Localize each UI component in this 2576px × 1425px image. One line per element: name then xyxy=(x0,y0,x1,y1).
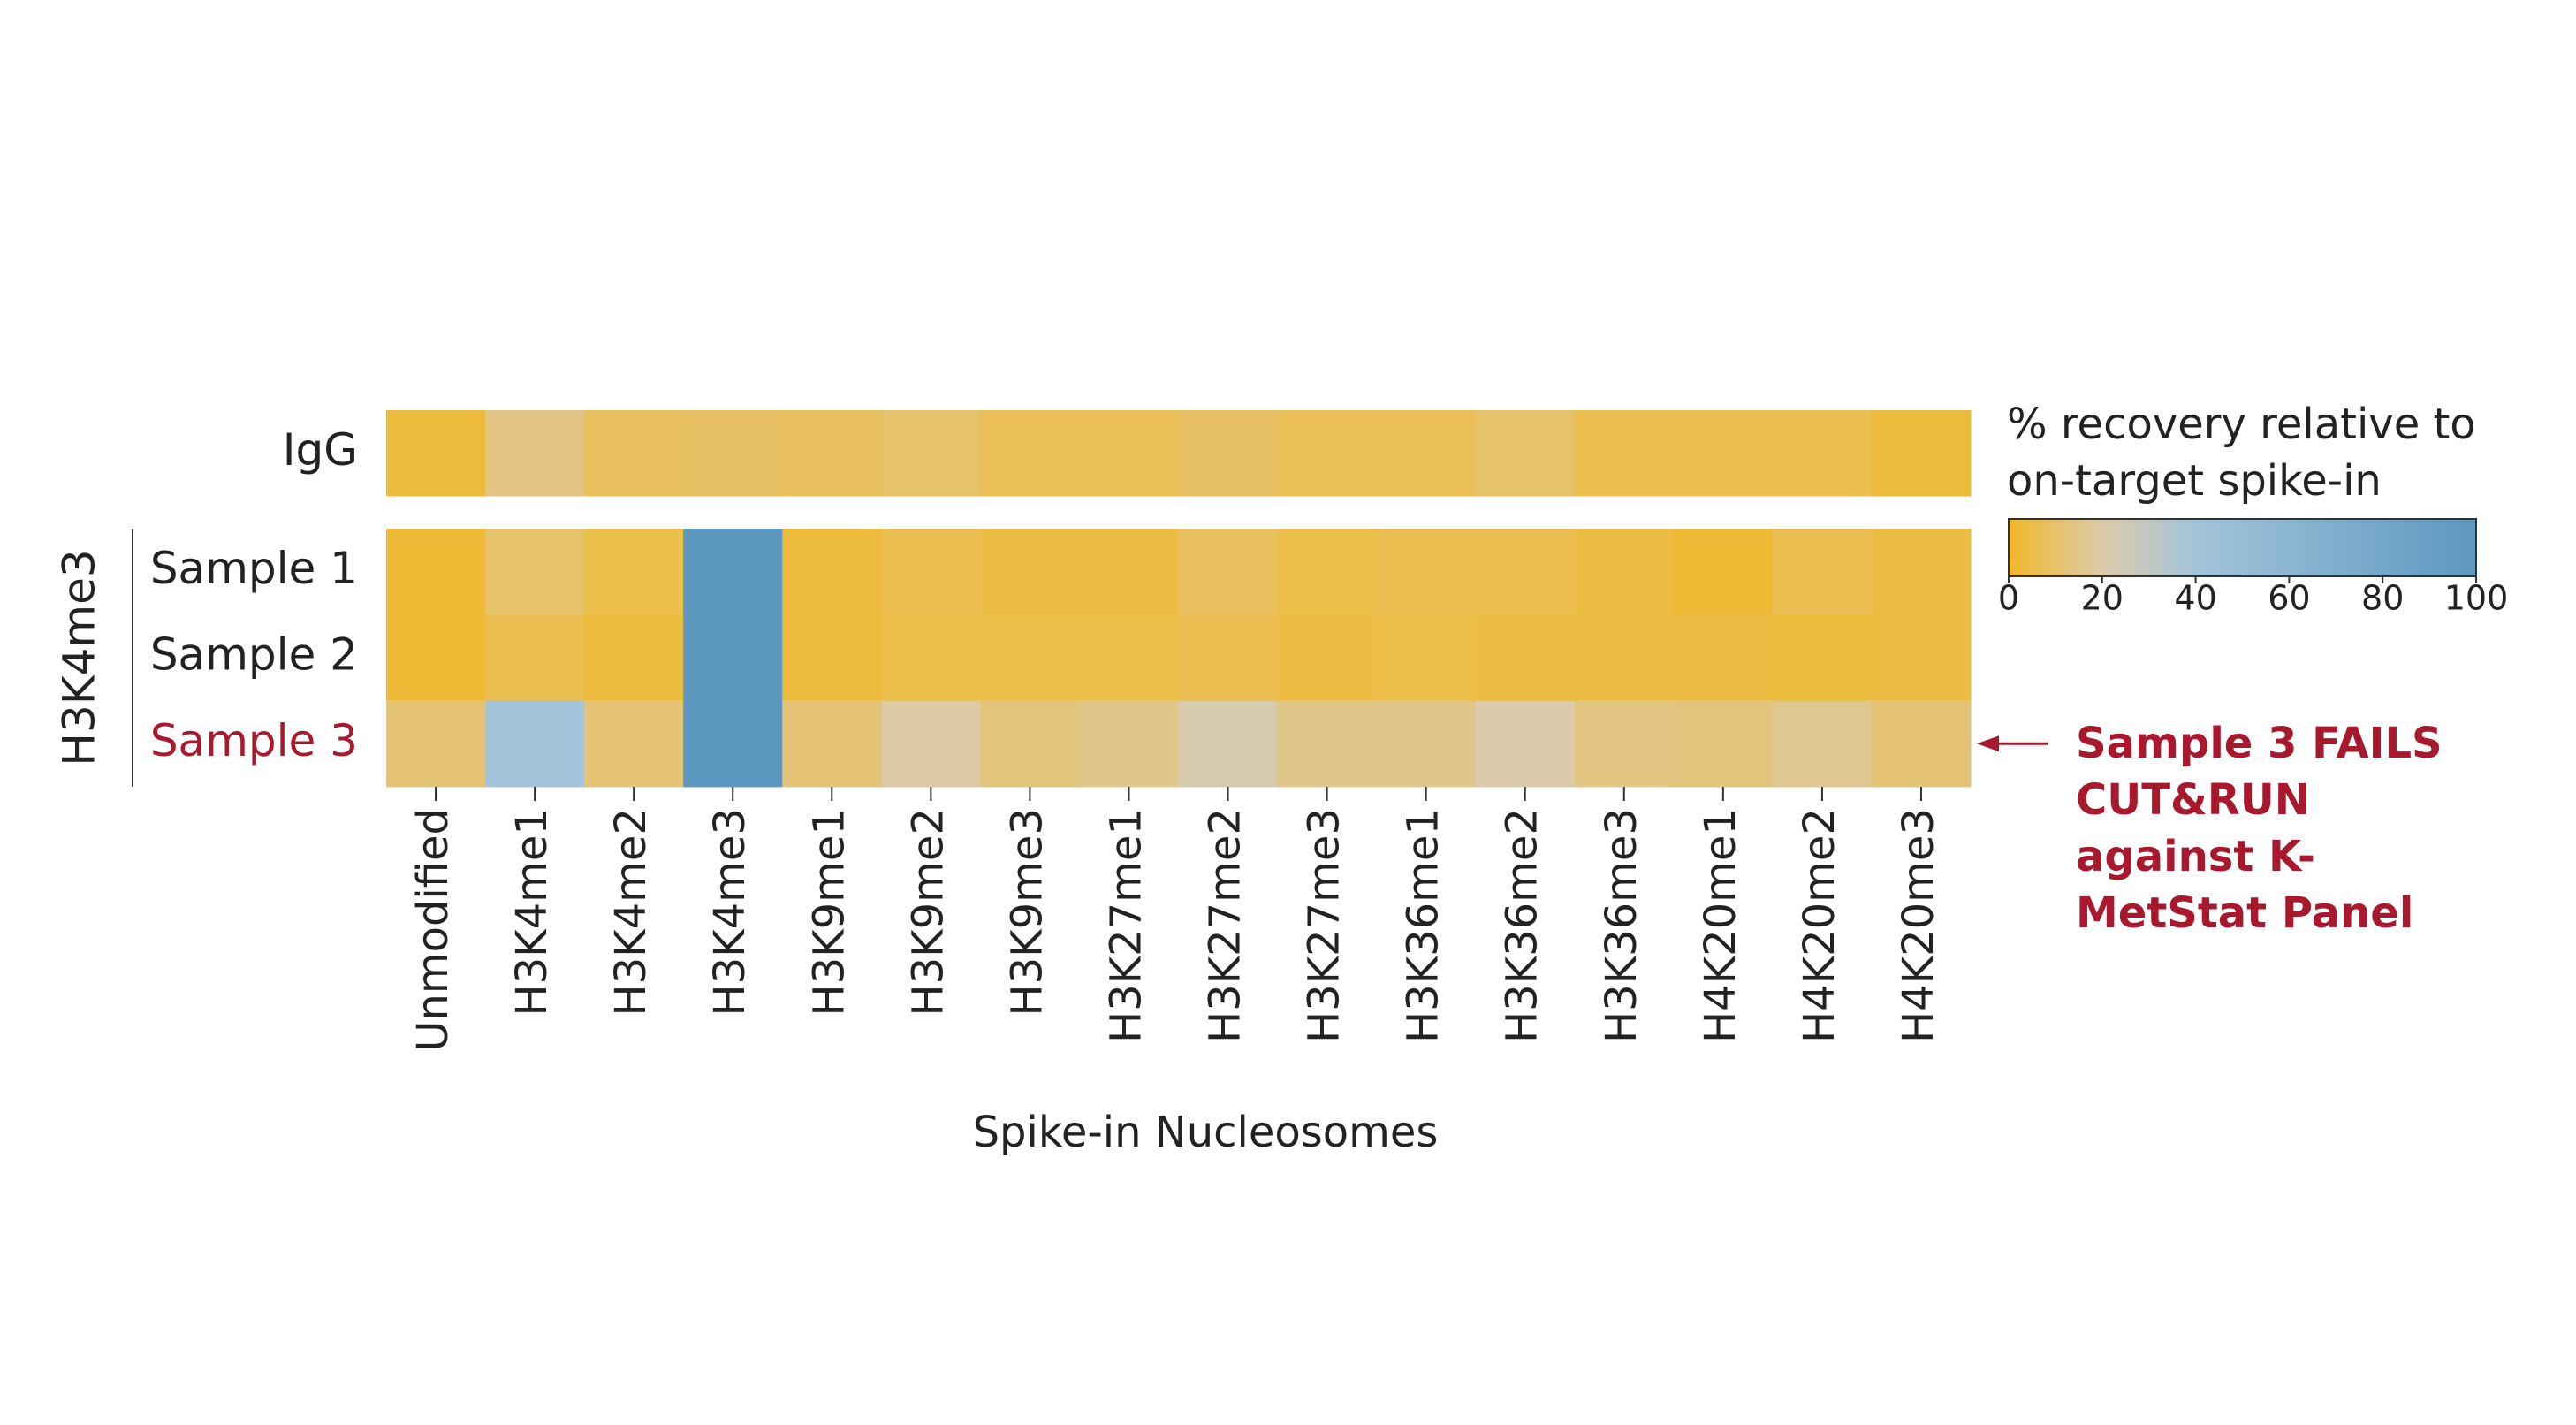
row-label: IgG xyxy=(283,424,358,476)
heatmap-cell xyxy=(782,529,882,615)
heatmap-cell xyxy=(584,614,684,702)
heatmap-cell xyxy=(1475,700,1576,788)
heatmap-cell xyxy=(1871,529,1972,615)
heatmap-cell xyxy=(980,410,1080,497)
heatmap-cell xyxy=(1871,614,1972,702)
heatmap-cell xyxy=(1574,614,1675,702)
heatmap-cell xyxy=(386,614,486,702)
heatmap-cell xyxy=(1178,410,1279,497)
colorbar xyxy=(2008,518,2477,577)
heatmap-cell xyxy=(1376,529,1477,615)
heatmap-cell xyxy=(584,700,684,788)
colorbar-tick-label: 40 xyxy=(2174,579,2216,618)
x-tick-label: H3K4me1 xyxy=(507,808,557,1016)
x-tick-label: H3K9me3 xyxy=(1002,808,1052,1016)
heatmap-cell xyxy=(1475,529,1576,615)
annotation: Sample 3 FAILS CUT&RUN against K-MetStat… xyxy=(2076,719,2443,939)
heatmap-cell xyxy=(782,700,882,788)
heatmap-cell xyxy=(1475,410,1576,497)
x-tick-label: H3K27me1 xyxy=(1101,808,1151,1043)
heatmap-cell xyxy=(1574,700,1675,788)
x-axis-label: Spike-in Nucleosomes xyxy=(973,1108,1439,1157)
heatmap-cell xyxy=(683,410,783,497)
x-tick-label: H3K9me2 xyxy=(903,808,953,1016)
heatmap-cell xyxy=(980,529,1080,615)
heatmap-cell xyxy=(1673,700,1774,788)
x-tick-label: H3K4me2 xyxy=(606,808,656,1016)
heatmap-cell xyxy=(683,700,783,788)
colorbar-title: % recovery relative to on-target spike-i… xyxy=(2007,400,2476,506)
heatmap-cell xyxy=(485,614,585,702)
heatmap-cell xyxy=(1475,614,1576,702)
row-label: Sample 2 xyxy=(150,629,358,680)
heatmap-cell xyxy=(782,410,882,497)
heatmap-cell xyxy=(1871,410,1972,497)
colorbar-tick-label: 20 xyxy=(2081,579,2124,618)
heatmap-cell xyxy=(1079,700,1179,788)
heatmap-cell xyxy=(1376,700,1477,788)
colorbar-tick-label: 80 xyxy=(2361,579,2404,618)
x-tick-label: H3K9me1 xyxy=(804,808,854,1016)
heatmap-cell xyxy=(1673,410,1774,497)
heatmap-cell xyxy=(980,700,1080,788)
x-tick-label: H4K20me3 xyxy=(1894,808,1943,1043)
heatmap-cell xyxy=(1079,614,1179,702)
x-tick-label: H3K36me3 xyxy=(1597,808,1646,1043)
x-tick-label: H3K4me3 xyxy=(705,808,755,1016)
heatmap-cell xyxy=(1673,529,1774,615)
heatmap-cell xyxy=(1277,529,1378,615)
heatmap-cell xyxy=(1772,614,1873,702)
heatmap-cell xyxy=(584,529,684,615)
heatmap-cell xyxy=(881,614,981,702)
colorbar-tick-label: 60 xyxy=(2268,579,2310,618)
heatmap-cell xyxy=(386,529,486,615)
heatmap-cell xyxy=(1772,529,1873,615)
heatmap-cell xyxy=(1574,529,1675,615)
colorbar-tick-label: 0 xyxy=(1998,579,2019,618)
heatmap-cell xyxy=(1574,410,1675,497)
row-label: Sample 1 xyxy=(150,543,358,594)
heatmap-cell xyxy=(1178,529,1279,615)
heatmap-cell xyxy=(881,410,981,497)
heatmap-cell xyxy=(1178,614,1279,702)
heatmap-cell xyxy=(485,410,585,497)
heatmap-cell xyxy=(1772,410,1873,497)
heatmap-cell xyxy=(1277,614,1378,702)
x-tick-label: Unmodified xyxy=(408,808,458,1052)
heatmap-cell xyxy=(1871,700,1972,788)
heatmap-cell xyxy=(485,529,585,615)
colorbar-tick-label: 100 xyxy=(2444,579,2509,618)
heatmap-cell xyxy=(1376,410,1477,497)
x-tick-label: H3K27me2 xyxy=(1201,808,1250,1043)
x-tick-label: H3K36me1 xyxy=(1399,808,1448,1043)
heatmap-cell xyxy=(683,614,783,702)
x-tick-label: H4K20me1 xyxy=(1696,808,1745,1043)
heatmap-cell xyxy=(881,700,981,788)
heatmap-cell xyxy=(1772,700,1873,788)
heatmap-cell xyxy=(881,529,981,615)
heatmap-cell xyxy=(485,700,585,788)
x-tick-label: H3K27me3 xyxy=(1300,808,1349,1043)
heatmap-cell xyxy=(980,614,1080,702)
heatmap-cell xyxy=(782,614,882,702)
heatmap-cell xyxy=(1079,410,1179,497)
heatmap-cell xyxy=(1277,410,1378,497)
heatmap-cell xyxy=(1673,614,1774,702)
heatmap-cell xyxy=(386,700,486,788)
heatmap-cell xyxy=(1178,700,1279,788)
heatmap-cell xyxy=(1079,529,1179,615)
heatmap-cell xyxy=(683,529,783,615)
x-tick-label: H4K20me2 xyxy=(1795,808,1844,1043)
heatmap-cell xyxy=(1376,614,1477,702)
heatmap-cell xyxy=(584,410,684,497)
heatmap-cell xyxy=(386,410,486,497)
x-tick-label: H3K36me2 xyxy=(1498,808,1547,1043)
annotation-arrowhead xyxy=(1977,735,1999,752)
group-label: H3K4me3 xyxy=(54,549,105,766)
row-label: Sample 3 xyxy=(150,715,358,766)
heatmap-cell xyxy=(1277,700,1378,788)
